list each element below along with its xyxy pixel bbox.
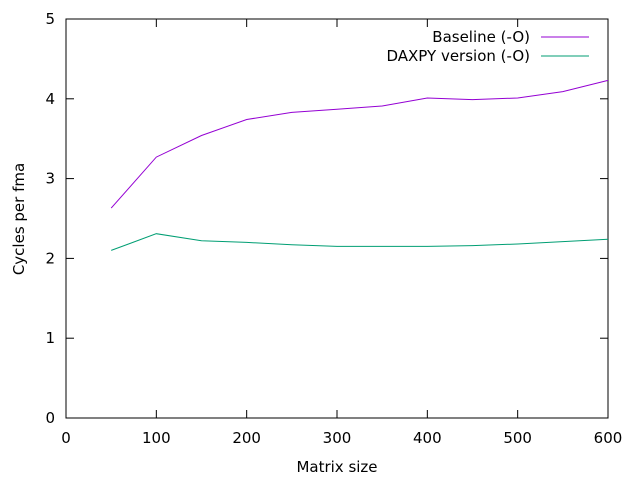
x-tick-label: 300 bbox=[323, 429, 352, 447]
x-axis: 0 100 200 300 400 500 600 bbox=[61, 19, 622, 447]
x-axis-title: Matrix size bbox=[296, 458, 377, 476]
series-line-1 bbox=[110, 79, 609, 209]
y-tick-label: 5 bbox=[45, 10, 55, 28]
y-tick-label: 1 bbox=[45, 329, 55, 347]
x-tick-label: 200 bbox=[232, 429, 261, 447]
series-line-2 bbox=[111, 233, 609, 251]
plot-frame bbox=[65, 18, 609, 419]
x-tick-label: 500 bbox=[503, 429, 532, 447]
legend-label-1: Baseline (-O) bbox=[432, 28, 530, 46]
x-tick-label: 400 bbox=[413, 429, 442, 447]
x-tick-label: 0 bbox=[61, 429, 71, 447]
series-layer bbox=[110, 79, 609, 251]
y-tick-label: 0 bbox=[45, 409, 55, 427]
x-tick-label: 100 bbox=[142, 429, 171, 447]
legend-label-2: DAXPY version (-O) bbox=[386, 47, 530, 65]
legend: Baseline (-O)DAXPY version (-O) bbox=[386, 28, 589, 65]
y-tick-label: 4 bbox=[45, 90, 55, 108]
y-tick-label: 3 bbox=[45, 170, 55, 188]
y-axis-title: Cycles per fma bbox=[10, 163, 28, 275]
x-tick-label: 600 bbox=[594, 429, 623, 447]
y-axis: 0 1 2 3 4 5 bbox=[45, 10, 608, 427]
y-tick-label: 2 bbox=[45, 249, 55, 267]
